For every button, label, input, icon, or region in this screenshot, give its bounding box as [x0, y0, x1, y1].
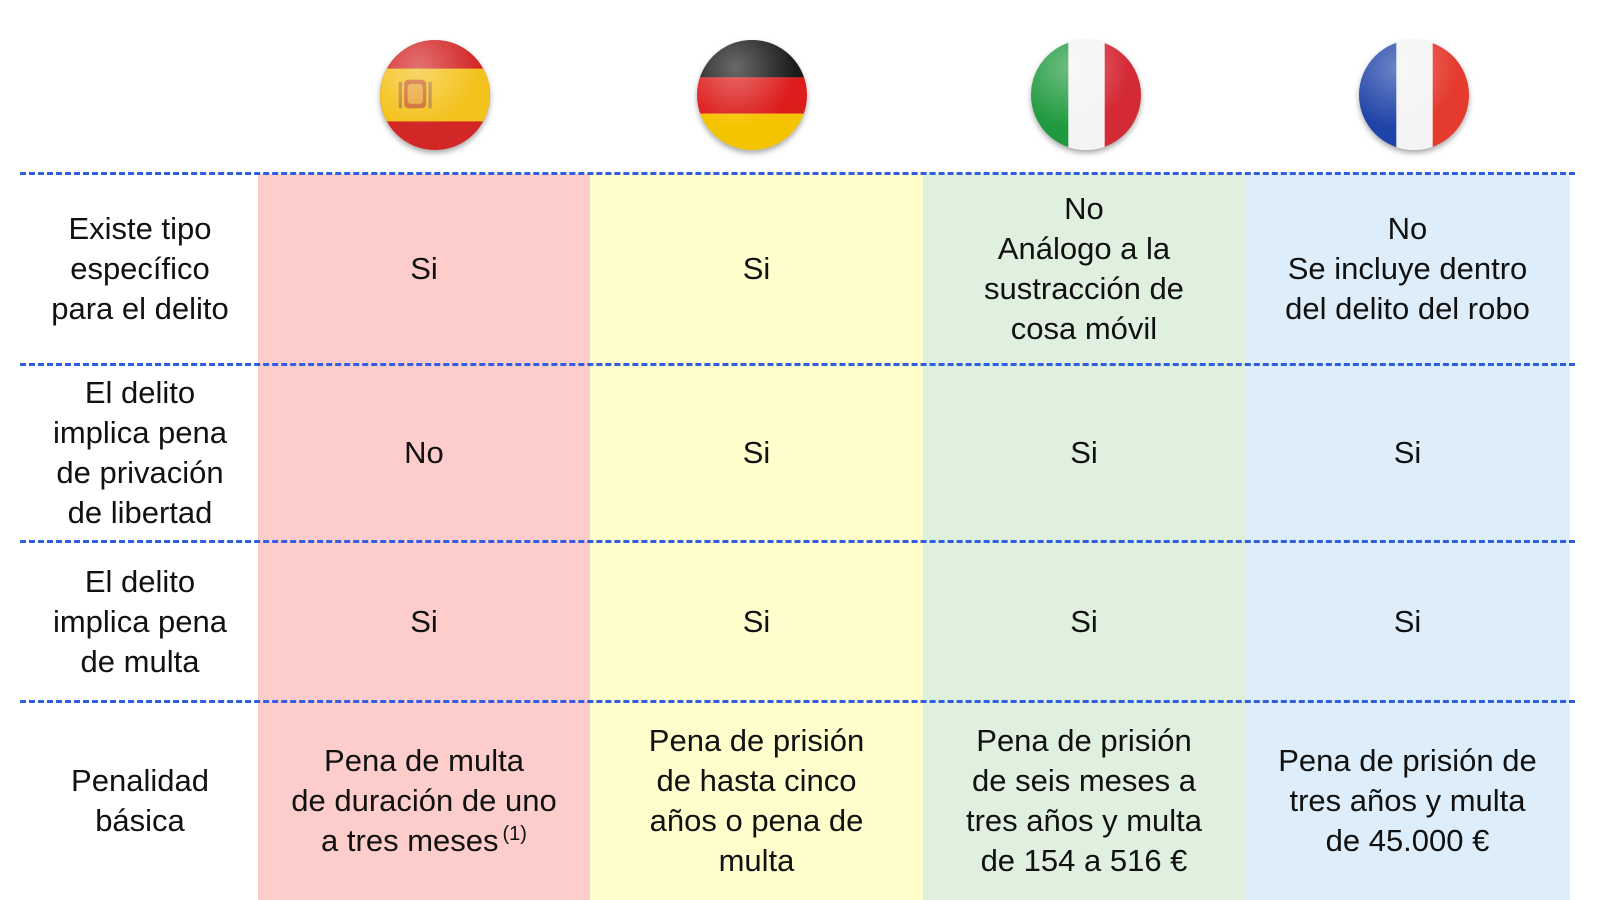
spain-cell-privacion-libertad: No [404, 435, 444, 470]
france-cell-privacion-libertad: Si [1393, 435, 1422, 470]
row-divider [20, 700, 1575, 703]
italy-cell-privacion-libertad: Si [1070, 435, 1098, 470]
spain-penalidad-text: Pena de multa de duración de uno a tres … [291, 743, 557, 858]
row-divider [20, 172, 1575, 175]
row-divider [20, 363, 1575, 366]
row-label-pena-multa: El delito implica pena de multa [52, 564, 228, 679]
france-cell-pena-multa: Si [1393, 604, 1422, 639]
france-column-background [1245, 174, 1570, 900]
row-label-tipo-especifico: Existe tipo específico para el delito [51, 211, 229, 326]
row-divider [20, 540, 1575, 543]
germany-cell-penalidad-basica: Pena de prisión de hasta cinco años o pe… [648, 723, 865, 878]
italy-cell-penalidad-basica: Pena de prisión de seis meses a tres año… [965, 723, 1203, 878]
germany-flag-icon [697, 40, 807, 150]
germany-column-background [590, 174, 923, 900]
italy-cell-pena-multa: Si [1070, 604, 1098, 639]
france-flag-icon [1359, 40, 1469, 150]
spain-cell-penalidad-basica: Pena de multa de duración de uno a tres … [258, 702, 590, 900]
spain-cell-pena-multa: Si [410, 604, 438, 639]
italy-column-background [923, 174, 1245, 900]
germany-cell-pena-multa: Si [742, 604, 771, 639]
footnote-marker: (1) [502, 822, 527, 845]
spain-column-background [258, 174, 590, 900]
spain-cell-tipo-especifico: Si [410, 251, 438, 286]
france-cell-penalidad-basica: Pena de prisión de tres años y multa de … [1278, 743, 1537, 858]
row-label-privacion-libertad: El delito implica pena de privación de l… [52, 375, 228, 530]
italy-flag-icon [1031, 40, 1141, 150]
italy-cell-tipo-especifico: No Análogo a la sustracción de cosa móvi… [984, 191, 1184, 346]
france-cell-tipo-especifico: No Se incluye dentro del delito del robo [1285, 211, 1530, 326]
row-label-penalidad-basica: Penalidad básica [71, 763, 209, 838]
germany-cell-privacion-libertad: Si [742, 435, 771, 470]
spain-flag-icon [380, 40, 490, 150]
germany-cell-tipo-especifico: Si [742, 251, 771, 286]
